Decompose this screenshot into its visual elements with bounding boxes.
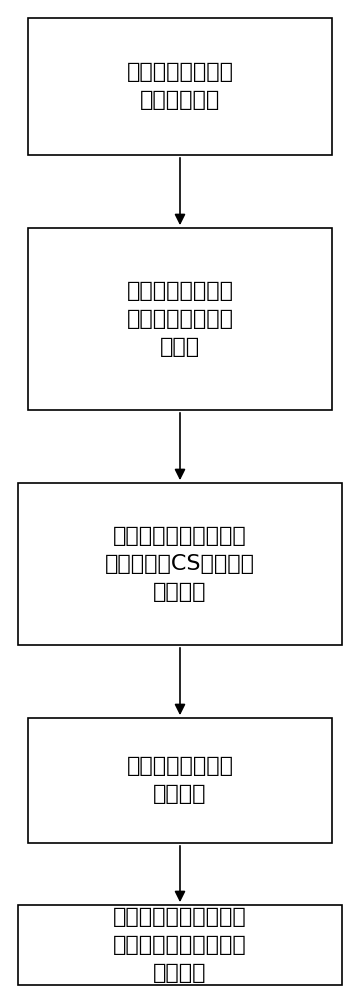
Text: 建立电动汽车充放
储一体站模型: 建立电动汽车充放 储一体站模型 — [126, 62, 234, 110]
Text: 进行多级阶梯电压
控制分区: 进行多级阶梯电压 控制分区 — [126, 756, 234, 804]
Text: 从无功源的角度定
义无功源控制的电
气距离: 从无功源的角度定 义无功源控制的电 气距离 — [126, 281, 234, 357]
Bar — [28, 718, 332, 843]
Bar — [28, 18, 332, 155]
Bar — [18, 905, 342, 985]
Bar — [28, 228, 332, 410]
Text: 建立评价电压控制分区
质量的加权CS多目标模
块度指标: 建立评价电压控制分区 质量的加权CS多目标模 块度指标 — [105, 526, 255, 602]
Text: 对电动汽车充放储一体
站不同功能行为进行多
场景优化: 对电动汽车充放储一体 站不同功能行为进行多 场景优化 — [113, 907, 247, 983]
Bar — [18, 483, 342, 645]
